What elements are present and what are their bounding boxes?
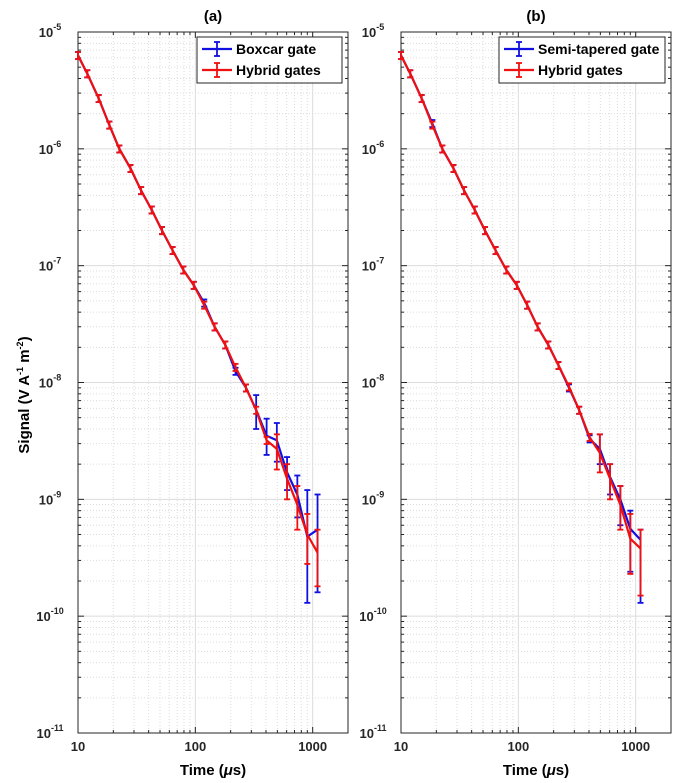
error-bar [576,405,583,415]
x-axis-label-a: Time (μs) [180,762,246,779]
legend-label: Hybrid gates [236,62,321,78]
error-bar [418,94,425,104]
error-bar [294,485,301,531]
y-tick-label: 10-8 [362,373,384,391]
error-bar [106,120,113,130]
x-tick-label: 100 [184,739,206,754]
error-bar [95,94,102,104]
error-bar [273,433,280,471]
error-bar [242,383,249,393]
y-tick-label: 10-6 [39,139,61,157]
error-bar [304,513,311,565]
y-tick-label: 10-11 [360,723,387,741]
legend-entry: Hybrid gates [504,62,623,78]
gridlines [400,32,672,734]
y-tick-label: 10-11 [37,723,64,741]
y-tick-label: 10-9 [39,489,61,507]
error-bar [169,246,176,256]
error-bar [607,463,614,501]
legend-entry: Boxcar gate [202,41,316,57]
error-bar [211,322,218,332]
error-bar [253,405,260,415]
error-bar [596,433,603,474]
error-bar [627,513,634,575]
y-axis-label: Signal (V A-1 m-2) [15,336,33,453]
x-tick-label: 10 [394,739,408,754]
error-bar [148,205,155,215]
error-bar [159,226,166,236]
error-bar [75,51,81,61]
error-bar [565,382,572,392]
error-bar [232,362,239,372]
legend-label: Hybrid gates [538,62,623,78]
error-bar [284,463,291,501]
chart-title: (a) [204,8,222,25]
error-bar [524,300,531,310]
panel-a: 10 100 1000 10-11 10-10 10-9 10-8 10-7 10-6 10-5 (… [36,8,349,754]
error-bar [190,280,197,290]
error-bar [429,120,436,130]
x-tick-label: 1000 [298,739,327,754]
error-bar [398,51,404,61]
error-bar [637,528,644,597]
error-bar [116,144,123,154]
error-bar [450,164,457,173]
y-tick-label: 10-7 [362,256,384,274]
error-bar [222,340,229,350]
error-bar [84,69,91,79]
error-bar [471,205,478,215]
error-bar [513,280,520,290]
x-tick-label: 100 [507,739,529,754]
y-tick-label: 10-6 [362,139,384,157]
series-red [75,51,321,588]
error-bar [555,361,562,371]
legend-label: Semi-tapered gate [538,41,660,57]
y-tick-label: 10-7 [39,256,61,274]
gridlines [77,32,349,734]
error-bar [180,265,187,275]
error-bar [407,69,414,79]
chart-title: (b) [526,8,545,25]
y-tick-label: 10-5 [362,22,384,40]
legend: Boxcar gate Hybrid gates [196,36,343,84]
legend: Semi-tapered gate Hybrid gates [498,36,666,84]
panel-b: 10 100 1000 10-11 10-10 10-9 10-8 10-7 10-6 10-5 (… [359,8,672,754]
y-tick-label: 10-9 [362,489,384,507]
tick-marks [77,31,349,734]
error-bar [545,340,552,350]
error-bar [461,186,468,196]
error-bar [314,528,321,588]
y-tick-label: 10-8 [39,373,61,391]
legend-label: Boxcar gate [236,41,316,57]
x-tick-label: 1000 [621,739,650,754]
error-bar [492,246,499,256]
y-tick-label: 10-10 [36,606,63,624]
error-bar [127,164,134,173]
y-tick-label: 10-10 [359,606,386,624]
error-bar [503,265,510,275]
error-bar [534,322,541,332]
error-bar [617,485,624,531]
error-bar [439,144,446,154]
error-bar [201,300,208,310]
series-red [398,51,644,597]
legend-entry: Hybrid gates [202,62,321,78]
error-bar [482,226,489,236]
legend-box [196,36,343,84]
legend-box [498,36,666,84]
error-bar [138,186,145,196]
error-bar [263,435,270,445]
x-tick-label: 10 [71,739,85,754]
error-bar [586,432,593,442]
y-tick-label: 10-5 [39,22,61,40]
legend-entry: Semi-tapered gate [504,41,660,57]
x-axis-label-b: Time (μs) [503,762,569,779]
